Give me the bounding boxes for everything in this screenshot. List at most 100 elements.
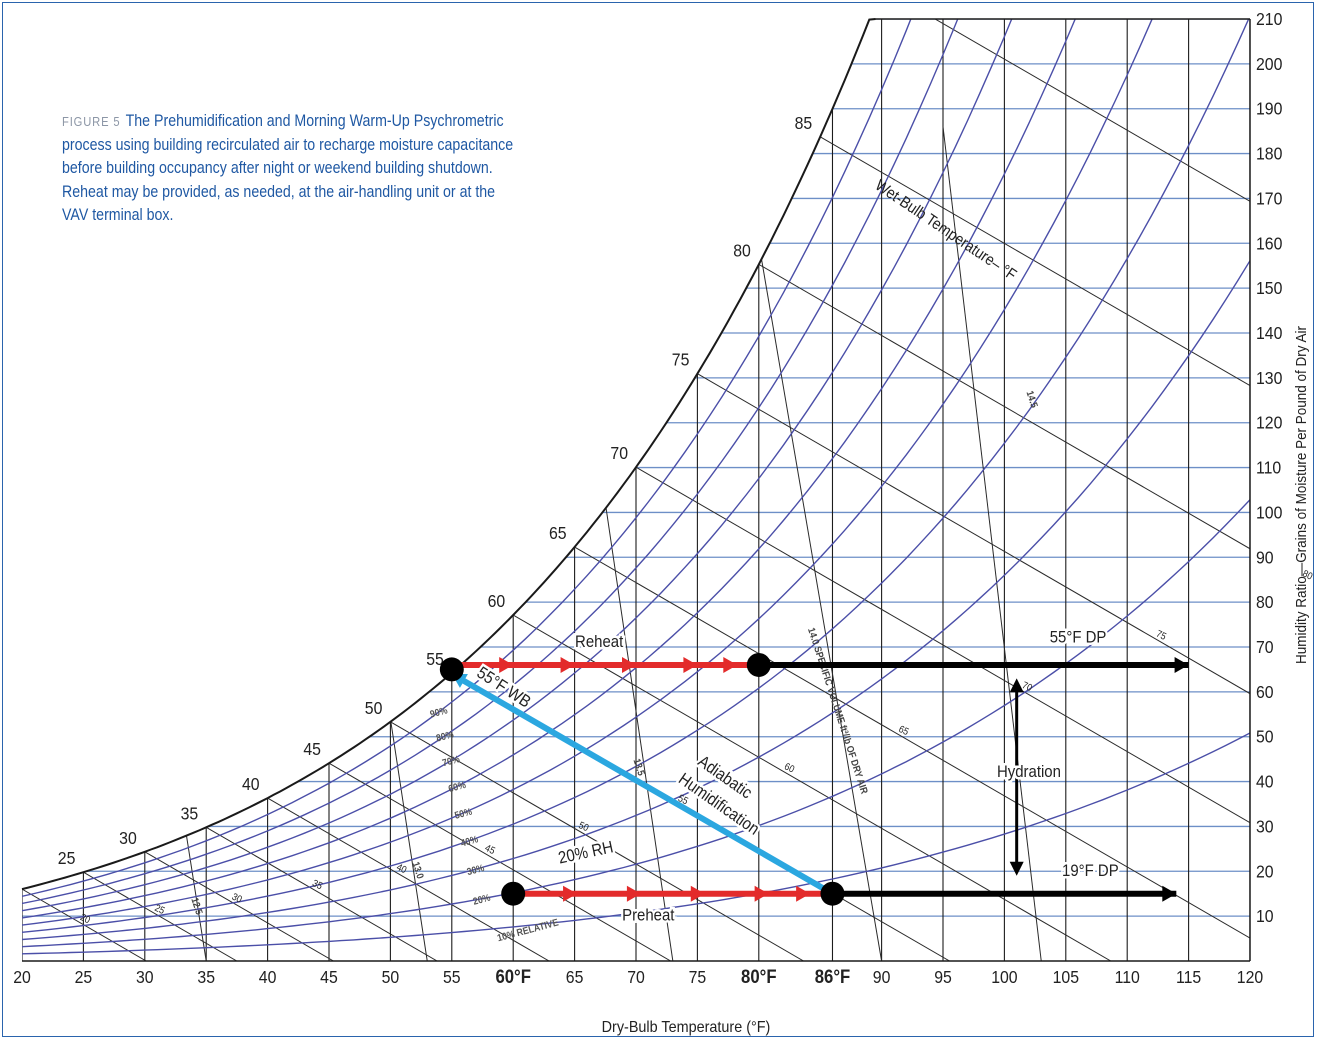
y-tick-label: 20 — [1256, 861, 1274, 881]
x-tick-label: 86°F — [815, 966, 851, 987]
specific-volume-label: 13.0 — [410, 860, 426, 880]
rh-inline-label: 20% — [472, 891, 493, 907]
rh-curve — [22, 499, 1250, 948]
x-tick-label: 75 — [689, 967, 707, 987]
x-tick-label: 30 — [136, 967, 154, 987]
adiabatic-humidification-line — [450, 671, 834, 897]
wet-bulb-line — [205, 826, 438, 961]
x-tick-label: 90 — [873, 967, 891, 987]
saturation-temp-label: 40 — [242, 774, 260, 794]
y-tick-label: 130 — [1256, 368, 1282, 388]
specific-volume-label: 12.5 — [189, 896, 205, 916]
wet-bulb-inline-label: 40 — [395, 861, 409, 876]
dp19-line-arrowhead — [1162, 885, 1177, 902]
saturation-temp-label: 45 — [303, 739, 321, 759]
preheat-line-arrowhead — [690, 885, 705, 902]
rh-curve — [22, 260, 1250, 941]
state-point — [746, 652, 771, 677]
preheat-line-arrowhead — [626, 885, 641, 902]
hydration-arrowhead — [1009, 861, 1024, 876]
x-tick-label: 80°F — [741, 966, 777, 987]
wet-bulb-inline-label: 20 — [79, 911, 93, 926]
y-tick-label: 180 — [1256, 144, 1282, 164]
x-tick-label: 105 — [1053, 967, 1079, 987]
y-tick-label: 100 — [1256, 503, 1282, 523]
y-tick-label: 70 — [1256, 637, 1274, 657]
reheat-line-arrowhead — [499, 656, 514, 673]
reheat-line-arrowhead — [683, 656, 698, 673]
wet-bulb-line — [758, 263, 1250, 961]
wet-bulb-line — [697, 373, 1250, 961]
x-tick-label: 110 — [1115, 967, 1140, 987]
wet-bulb-inline-label: 60 — [783, 760, 797, 775]
y-tick-label: 120 — [1256, 413, 1282, 433]
preheat-label: Preheat — [622, 907, 675, 925]
state-point — [439, 657, 464, 682]
rh-curve — [22, 19, 1190, 926]
wet-bulb-inline-label: 75 — [1155, 627, 1169, 642]
x-tick-label: 115 — [1176, 967, 1201, 987]
hydration-arrowhead — [1009, 678, 1024, 693]
y-axis-title: Humidity Ratio—Grains of Moisture Per Po… — [1293, 326, 1310, 664]
specific-volume-line — [758, 243, 883, 961]
wet-bulb-inline-label: 30 — [230, 890, 244, 905]
y-tick-label: 40 — [1256, 772, 1274, 792]
hydration-label: Hydration — [997, 763, 1061, 781]
y-tick-label: 90 — [1256, 547, 1274, 567]
saturation-temp-label: 75 — [672, 350, 690, 370]
saturation-temp-label: 80 — [733, 240, 751, 260]
rh-inline-label: 50% — [453, 805, 474, 821]
x-tick-label: 45 — [320, 967, 338, 987]
x-tick-label: 70 — [627, 967, 645, 987]
wet-bulb-line — [819, 136, 1250, 961]
y-tick-label: 200 — [1256, 54, 1282, 74]
rh-curve — [22, 19, 944, 897]
saturation-temp-label: 30 — [119, 828, 137, 848]
reheat-label: Reheat — [575, 633, 624, 651]
x-tick-label: 55 — [443, 967, 461, 987]
x-tick-label: 95 — [934, 967, 952, 987]
saturation-temp-label: 70 — [610, 443, 628, 463]
saturation-temp-label: 50 — [365, 698, 383, 718]
y-tick-label: 10 — [1256, 906, 1274, 926]
y-tick-label: 150 — [1256, 278, 1282, 298]
x-tick-label: 65 — [566, 967, 584, 987]
state-point — [820, 881, 845, 906]
x-axis-title: Dry-Bulb Temperature (°F) — [602, 1018, 771, 1036]
y-tick-label: 160 — [1256, 233, 1282, 253]
saturation-temp-label: 85 — [795, 113, 813, 133]
rh-inline-label: 70% — [441, 753, 462, 769]
y-tick-label: 60 — [1256, 682, 1274, 702]
wet-bulb-line — [574, 546, 1250, 961]
rh-curve — [22, 732, 1250, 955]
rh-inline-label: 10% RELATIVE — [496, 916, 560, 944]
saturation-temp-label: 25 — [58, 848, 76, 868]
wet-bulb-line — [83, 871, 238, 961]
rh-inline-label: 80% — [435, 728, 456, 744]
figure-label: FIGURE 5 — [62, 114, 121, 129]
y-tick-label: 190 — [1256, 99, 1282, 119]
y-tick-label: 210 — [1256, 9, 1282, 29]
rh-curve — [22, 19, 993, 905]
wet-bulb-inline-label: 25 — [153, 901, 167, 916]
rh-curve — [22, 19, 1104, 919]
y-tick-label: 30 — [1256, 817, 1274, 837]
saturation-temp-label: 35 — [181, 803, 199, 823]
rh-inline-label: 60% — [447, 778, 468, 794]
figure-caption: FIGURE 5 The Prehumidification and Mornin… — [62, 110, 518, 228]
saturation-temp-label: 60 — [488, 591, 506, 611]
reheat-line-arrowhead — [560, 656, 575, 673]
wet-bulb-inline-label: 70 — [1020, 679, 1034, 694]
dp19-label: 19°F DP — [1062, 862, 1119, 880]
saturation-temp-label: 55 — [426, 649, 444, 669]
saturation-temp-label: 65 — [549, 523, 567, 543]
x-tick-label: 35 — [197, 967, 215, 987]
x-tick-label: 50 — [382, 967, 400, 987]
reheat-line-arrowhead — [723, 656, 738, 673]
x-tick-label: 20 — [13, 967, 31, 987]
preheat-line-arrowhead — [796, 885, 811, 902]
wet-bulb-inline-label: 45 — [483, 841, 497, 856]
wet-bulb-line — [635, 466, 1250, 961]
